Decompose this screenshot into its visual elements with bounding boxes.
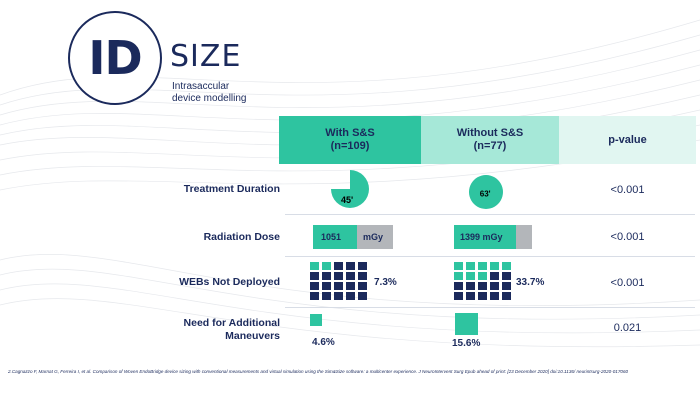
waffle-cell <box>466 282 475 290</box>
webs-with-pct: 7.3% <box>374 277 397 288</box>
header-with-title: With S&S <box>325 127 375 139</box>
waffle-cell <box>502 262 511 270</box>
radiation-bar-with-fill: 1051 <box>313 225 357 249</box>
pie-without-treatment: 63' <box>469 175 503 209</box>
header-without-ss: Without S&S (n=77) <box>421 116 559 164</box>
row-label-treatment: Treatment Duration <box>183 183 280 195</box>
waffle-cell <box>502 282 511 290</box>
header-pvalue: p-value <box>559 116 696 164</box>
waffle-cell <box>322 272 331 280</box>
waffle-cell <box>322 262 331 270</box>
maneuvers-without-pct: 15.6% <box>452 338 481 349</box>
waffle-cell <box>478 262 487 270</box>
waffle-cell <box>334 282 343 290</box>
logo-tagline: Intrasaccular device modelling <box>172 81 247 105</box>
pvalue-maneuvers: 0.021 <box>613 322 642 334</box>
logo-size-text: SIZE <box>170 39 242 74</box>
logo-tagline-line1: Intrasaccular <box>172 81 230 92</box>
pvalue-treatment: <0.001 <box>610 184 645 196</box>
row-label-maneuvers-line2: Maneuvers <box>225 330 280 342</box>
radiation-without-value: 1399 mGy <box>460 232 503 242</box>
row-divider <box>285 256 695 257</box>
waffle-cell <box>310 292 319 300</box>
waffle-cell <box>466 292 475 300</box>
logo-circle: ID <box>68 11 162 105</box>
radiation-bar-without: 1399 mGy <box>454 225 532 249</box>
row-label-webs: WEBs Not Deployed <box>179 276 280 288</box>
waffle-cell <box>346 272 355 280</box>
pie-without-slice <box>469 175 503 209</box>
waffle-cell <box>478 282 487 290</box>
row-divider <box>285 214 695 215</box>
pvalue-webs: <0.001 <box>610 277 645 289</box>
row-label-radiation: Radiation Dose <box>203 231 280 243</box>
header-pvalue-label: p-value <box>608 133 647 146</box>
waffle-cell <box>322 292 331 300</box>
waffle-cell <box>454 282 463 290</box>
waffle-cell <box>454 272 463 280</box>
waffle-cell <box>490 262 499 270</box>
maneuvers-square-without <box>455 313 478 335</box>
logo-id-text: ID <box>88 31 142 85</box>
waffle-cell <box>466 262 475 270</box>
waffle-cell <box>334 292 343 300</box>
pvalue-radiation: <0.001 <box>610 231 645 243</box>
radiation-bar-without-rest <box>516 225 532 249</box>
waffle-cell <box>454 262 463 270</box>
header-without-title: Without S&S <box>456 127 524 139</box>
waffle-cell <box>502 272 511 280</box>
waffle-cell <box>490 282 499 290</box>
waffle-cell <box>322 282 331 290</box>
maneuvers-square-with <box>310 314 322 326</box>
pie-with-treatment: 45' <box>331 170 369 208</box>
pie-without-label: 63' <box>480 189 491 198</box>
header-without-n: (n=77) <box>473 140 507 152</box>
waffle-cell <box>454 292 463 300</box>
radiation-with-unit: mGy <box>363 232 384 242</box>
webs-without-pct: 33.7% <box>516 277 545 288</box>
webs-grid-with <box>310 262 367 300</box>
header-with-ss: With S&S (n=109) <box>279 116 421 164</box>
radiation-with-value: 1051 <box>321 232 342 242</box>
waffle-cell <box>490 272 499 280</box>
waffle-cell <box>358 292 367 300</box>
maneuvers-with-pct: 4.6% <box>312 337 335 348</box>
waffle-cell <box>358 272 367 280</box>
logo-tagline-line2: device modelling <box>172 93 247 104</box>
waffle-cell <box>310 282 319 290</box>
webs-grid-without <box>454 262 511 300</box>
row-label-maneuvers-line1: Need for Additional <box>183 317 280 329</box>
waffle-cell <box>346 292 355 300</box>
waffle-cell <box>502 292 511 300</box>
waffle-cell <box>334 272 343 280</box>
radiation-bar-without-fill: 1399 mGy <box>454 225 517 249</box>
row-label-maneuvers: Need for Additional Maneuvers <box>120 317 280 343</box>
waffle-cell <box>334 262 343 270</box>
waffle-cell <box>346 282 355 290</box>
waffle-cell <box>478 272 487 280</box>
header-with-n: (n=109) <box>330 140 370 152</box>
waffle-cell <box>466 272 475 280</box>
footnote-reference: 2.Cagnazzo F, Marnat G, Ferreira I, et a… <box>8 369 629 374</box>
row-divider <box>285 307 695 308</box>
waffle-cell <box>310 262 319 270</box>
waffle-cell <box>346 262 355 270</box>
radiation-bar-with: 1051 mGy <box>313 225 393 249</box>
waffle-cell <box>478 292 487 300</box>
radiation-bar-with-rest: mGy <box>357 225 393 249</box>
pie-with-slice <box>331 170 369 208</box>
waffle-cell <box>310 272 319 280</box>
waffle-cell <box>490 292 499 300</box>
waffle-cell <box>358 262 367 270</box>
pie-with-label: 45' <box>341 195 353 205</box>
waffle-cell <box>358 282 367 290</box>
